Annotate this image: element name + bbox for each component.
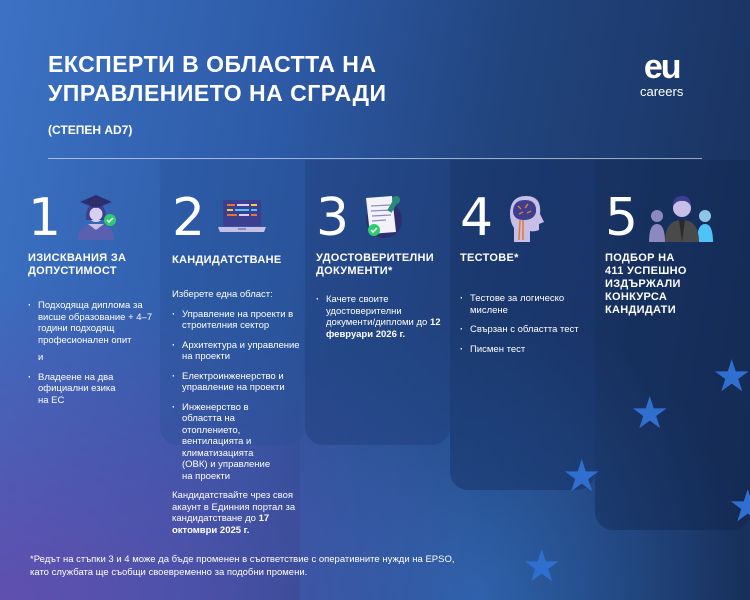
step-title: КАНДИДАТСТВАНЕ — [172, 254, 282, 266]
list-item: Архитектура и управление на проекти — [172, 340, 300, 363]
people-icon — [648, 196, 713, 242]
step-4: 4 ТЕСТОВЕ* Тестове за логическо мислене … — [460, 190, 600, 363]
laptop-icon — [217, 200, 266, 232]
page-title: ЕКСПЕРТИ В ОБЛАСТТА НА УПРАВЛЕНИЕТО НА СГ… — [48, 51, 387, 106]
panel-5 — [595, 160, 750, 530]
list-item: Свързан с областта тест — [460, 324, 590, 336]
list-item: Управление на проекти в строителния сект… — [172, 309, 300, 332]
list-item: Електроинженерство и управление на проек… — [172, 371, 300, 394]
step-5: 5 ПОДБОР НА 411 УСПЕШНО ИЗДЪРЖАЛИ КОНКУР… — [605, 190, 745, 317]
graduate-icon — [77, 195, 116, 240]
star-icon: ★ — [562, 452, 602, 501]
star-icon: ★ — [712, 352, 750, 401]
star-icon: ★ — [728, 482, 750, 531]
list-item: Подходяща диплома за висше образование +… — [28, 300, 153, 346]
step-title: ИЗИСКВАНИЯ ЗА ДОПУСТИМОСТ — [28, 252, 127, 277]
star-icon: ★ — [630, 389, 670, 438]
grade-subtitle: (СТЕПЕН AD7) — [48, 123, 133, 137]
step-title: ПОДБОР НА 411 УСПЕШНО ИЗДЪРЖАЛИ КОНКУРСА… — [605, 252, 687, 316]
intro-text: Изберете една област: — [172, 289, 273, 300]
apply-note: Кандидатствайте чрез своя акаунт в Единн… — [172, 490, 296, 536]
list-item: Писмен тест — [460, 344, 590, 356]
footnote: *Редът на стъпки 3 и 4 може да бъде пром… — [30, 554, 455, 578]
step-title: ТЕСТОВЕ* — [460, 252, 519, 264]
list-item: Качете своите удостоверителни документи/… — [316, 294, 444, 340]
step-2: 2 КАНДИДАТСТВАНЕ Изберете една област: У… — [172, 190, 312, 544]
document-icon — [365, 196, 402, 238]
star-icon: ★ — [522, 542, 562, 591]
connector-text: и — [38, 352, 44, 363]
divider — [48, 158, 702, 159]
list-item: Инженерство в областта на отоплението, в… — [172, 402, 277, 483]
step-1: 1 ИЗИСКВАНИЯ ЗА ДОПУСТИМОСТ Подходяща ди… — [28, 190, 168, 414]
list-item: Тестове за логическо мислене — [460, 293, 590, 316]
step-title: УДОСТОВЕРИТЕЛНИ ДОКУМЕНТИ* — [316, 252, 434, 277]
list-item: Владеене на два официални езика на ЕС — [28, 372, 123, 407]
step-3: 3 УДОСТОВЕРИТЕЛНИ ДОКУМЕНТИ* Качете свои… — [316, 190, 456, 348]
brain-icon — [509, 196, 544, 242]
eu-careers-logo: eu careers — [640, 48, 684, 99]
